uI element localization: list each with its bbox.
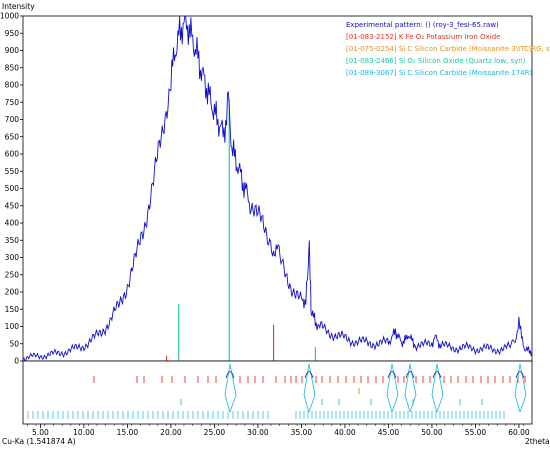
y-tick-label: 200 xyxy=(5,288,20,297)
x-tick-label: 40.00 xyxy=(334,428,356,437)
y-tick-label: 50 xyxy=(9,339,19,348)
x-tick-label: 35.00 xyxy=(291,428,313,437)
legend-entry: [01-083-2152] K Fe O₂ Potassium Iron Oxi… xyxy=(346,33,500,41)
peak-match-arcs xyxy=(225,371,525,379)
x-tick-label: 60.00 xyxy=(508,428,530,437)
peak-match-connectors xyxy=(224,363,527,413)
x-tick-label: 20.00 xyxy=(160,428,182,437)
x-tick-label: 25.00 xyxy=(204,428,226,437)
y-axis-ticks: 0 50 100 150 200 250 300 350 400 450 500 550 600 650 7… xyxy=(0,12,23,366)
y-tick-label: 600 xyxy=(5,150,20,159)
stick-pattern-panel xyxy=(22,360,533,425)
y-tick-label: 1000 xyxy=(0,12,19,21)
legend-entry: [01-089-3067] Si C Silicon Carbide (Mois… xyxy=(346,69,533,77)
y-tick-label: 450 xyxy=(5,201,20,210)
y-tick-label: 250 xyxy=(5,270,20,279)
x-tick-label: 50.00 xyxy=(421,428,443,437)
legend-entry: Experimental pattern: () (roy-3_fesi-65.… xyxy=(346,21,499,29)
y-tick-label: 750 xyxy=(5,98,20,107)
legend-entry: [01-083-2466] Si O₂ Silicon Oxide (Quart… xyxy=(346,57,526,65)
y-tick-label: 150 xyxy=(5,305,20,314)
experimental-pattern-line xyxy=(22,15,533,362)
y-tick-label: 650 xyxy=(5,132,20,141)
kfeo2-stick-row xyxy=(93,376,526,383)
x-axis-ticks: 5.00 10.00 15.00 20.00 25.00 30.00 35.00 40.00 4… xyxy=(27,424,530,437)
y-tick-label: 350 xyxy=(5,236,20,245)
x-tick-label: 15.00 xyxy=(117,428,139,437)
reference-peak-lines xyxy=(166,98,316,361)
y-tick-label: 500 xyxy=(5,184,20,193)
y-tick-label: 800 xyxy=(5,81,20,90)
sic-174r-stick-row xyxy=(27,411,505,419)
y-tick-label: 300 xyxy=(5,253,20,262)
y-tick-label: 950 xyxy=(5,29,20,38)
legend-entry: [01-075-0254] Si C Silicon Carbide (Mois… xyxy=(346,45,550,53)
y-tick-label: 400 xyxy=(5,219,20,228)
x-tick-label: 30.00 xyxy=(247,428,269,437)
x-tick-label: 55.00 xyxy=(465,428,487,437)
y-tick-label: 700 xyxy=(5,115,20,124)
footer-label: Cu-Ka (1.541874 A) xyxy=(2,437,76,446)
y-tick-label: 550 xyxy=(5,167,20,176)
x-tick-label: 45.00 xyxy=(378,428,400,437)
y-tick-label: 850 xyxy=(5,63,20,72)
y-tick-label: 0 xyxy=(14,357,19,366)
x-axis-label: 2theta xyxy=(525,437,550,446)
x-tick-label: 5.00 xyxy=(32,428,49,437)
y-tick-label: 100 xyxy=(5,322,20,331)
legend: Experimental pattern: () (roy-3_fesi-65.… xyxy=(346,21,550,77)
y-axis-label: Intensity xyxy=(2,2,35,11)
x-tick-label: 10.00 xyxy=(73,428,95,437)
y-tick-label: 900 xyxy=(5,46,20,55)
